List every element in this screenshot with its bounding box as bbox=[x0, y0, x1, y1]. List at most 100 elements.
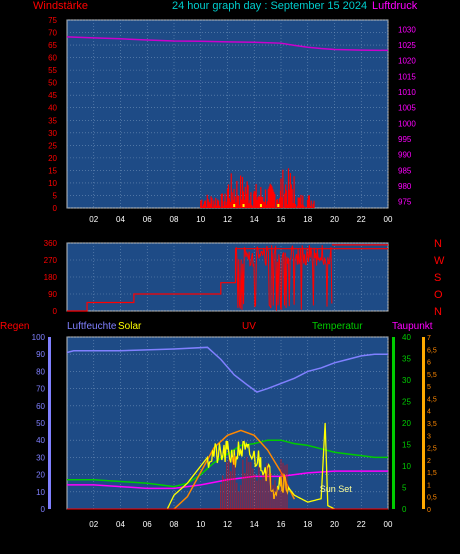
wind-x-tick: 22 bbox=[357, 215, 366, 224]
pressure-line bbox=[66, 36, 389, 52]
pressure-y-tick: 980 bbox=[398, 182, 412, 191]
wind-y-tick: 45 bbox=[48, 91, 57, 100]
wind-x-tick: 20 bbox=[330, 215, 339, 224]
pressure-y-tick: 990 bbox=[398, 151, 412, 160]
sunset-label: Sun Set bbox=[320, 484, 353, 494]
pressure-y-tick: 975 bbox=[398, 198, 412, 207]
wind-y-tick: 20 bbox=[48, 154, 57, 163]
multi-top-label: Luftfeuchte bbox=[67, 321, 117, 332]
direction-y-tick: 360 bbox=[44, 239, 58, 248]
dewpoint-y-tick: 4,5 bbox=[427, 396, 437, 403]
direction-y-tick: 270 bbox=[44, 256, 58, 265]
temp-y-tick: 5 bbox=[402, 484, 407, 493]
wind-x-tick: 16 bbox=[277, 215, 286, 224]
gust-mark bbox=[242, 204, 245, 207]
wind-y-tick: 65 bbox=[48, 41, 57, 50]
temp-axis-bar bbox=[392, 337, 395, 509]
direction-compass-label: N bbox=[434, 238, 442, 250]
multi-x-tick: 16 bbox=[277, 520, 286, 529]
pressure-y-tick: 1025 bbox=[398, 41, 416, 50]
uv-line bbox=[173, 429, 296, 510]
direction-line bbox=[235, 244, 333, 311]
temp-y-tick: 35 bbox=[402, 355, 411, 364]
temp-y-tick: 10 bbox=[402, 462, 411, 471]
temp-y-tick: 30 bbox=[402, 376, 411, 385]
dewpoint-y-tick: 4 bbox=[427, 409, 431, 416]
header-right-label: Luftdruck bbox=[372, 0, 418, 12]
wind-x-tick: 06 bbox=[143, 215, 152, 224]
dewpoint-y-tick: 7 bbox=[427, 335, 431, 342]
temp-y-tick: 0 bbox=[402, 505, 407, 514]
wind-x-tick: 02 bbox=[89, 215, 98, 224]
gust-mark bbox=[233, 204, 236, 207]
wind-x-tick: 10 bbox=[196, 215, 205, 224]
direction-baseline bbox=[67, 248, 388, 312]
temp-y-tick: 20 bbox=[402, 419, 411, 428]
direction-compass-label: S bbox=[434, 272, 441, 284]
wind-x-tick: 08 bbox=[170, 215, 179, 224]
multi-x-tick: 06 bbox=[143, 520, 152, 529]
humidity-y-tick: 40 bbox=[36, 436, 45, 445]
pressure-y-tick: 1020 bbox=[398, 57, 416, 66]
wind-y-tick: 10 bbox=[48, 179, 57, 188]
pressure-y-tick: 995 bbox=[398, 135, 412, 144]
dewpoint-y-tick: 5,5 bbox=[427, 372, 437, 379]
humidity-y-tick: 10 bbox=[36, 488, 45, 497]
dewpoint-y-tick: 2,5 bbox=[427, 446, 437, 453]
dewpoint-y-tick: 1 bbox=[427, 482, 431, 489]
humidity-y-tick: 80 bbox=[36, 367, 45, 376]
wind-x-tick: 04 bbox=[116, 215, 125, 224]
direction-y-tick: 90 bbox=[48, 290, 57, 299]
dewpoint-y-tick: 6,5 bbox=[427, 347, 437, 354]
humidity-y-tick: 100 bbox=[32, 333, 46, 342]
dewpoint-y-tick: 0,5 bbox=[427, 495, 437, 502]
wind-y-tick: 55 bbox=[48, 66, 57, 75]
wind-y-tick: 30 bbox=[48, 129, 57, 138]
wind-y-tick: 35 bbox=[48, 116, 57, 125]
multi-top-label: Taupunkt bbox=[392, 321, 433, 332]
humidity-y-tick: 30 bbox=[36, 453, 45, 462]
dewpoint-y-tick: 5 bbox=[427, 384, 431, 391]
wind-x-tick: 00 bbox=[384, 215, 393, 224]
multi-top-label: Regen bbox=[0, 321, 29, 332]
direction-y-tick: 0 bbox=[53, 307, 58, 316]
dewpoint-y-tick: 2 bbox=[427, 458, 431, 465]
temp-y-tick: 25 bbox=[402, 398, 411, 407]
temp-y-tick: 15 bbox=[402, 441, 411, 450]
humidity-y-tick: 60 bbox=[36, 402, 45, 411]
humidity-y-tick: 90 bbox=[36, 350, 45, 359]
multi-x-tick: 20 bbox=[330, 520, 339, 529]
pressure-y-tick: 985 bbox=[398, 166, 412, 175]
direction-compass-label: W bbox=[434, 255, 445, 267]
multi-x-tick: 10 bbox=[196, 520, 205, 529]
solar-line bbox=[166, 422, 335, 510]
wind-y-tick: 25 bbox=[48, 141, 57, 150]
dewpoint-y-tick: 3 bbox=[427, 433, 431, 440]
wind-y-tick: 75 bbox=[48, 16, 57, 25]
humidity-axis-bar bbox=[48, 337, 51, 509]
multi-top-label: Solar bbox=[118, 321, 142, 332]
direction-compass-label: N bbox=[434, 306, 442, 318]
multi-x-tick: 18 bbox=[303, 520, 312, 529]
wind-y-tick: 0 bbox=[53, 204, 58, 213]
dewpoint-y-tick: 0 bbox=[427, 507, 431, 514]
pressure-y-tick: 1030 bbox=[398, 25, 416, 34]
dewpoint-axis-bar bbox=[422, 337, 425, 509]
multi-x-tick: 04 bbox=[116, 520, 125, 529]
humidity-y-tick: 20 bbox=[36, 471, 45, 480]
wind-y-tick: 60 bbox=[48, 54, 57, 63]
pressure-y-tick: 1000 bbox=[398, 119, 416, 128]
wind-y-tick: 50 bbox=[48, 79, 57, 88]
gust-mark bbox=[259, 204, 262, 207]
multi-x-tick: 00 bbox=[384, 520, 393, 529]
gust-mark bbox=[277, 204, 280, 207]
multi-x-tick: 08 bbox=[170, 520, 179, 529]
wind-y-tick: 40 bbox=[48, 104, 57, 113]
humidity-line bbox=[66, 346, 388, 393]
humidity-y-tick: 50 bbox=[36, 419, 45, 428]
pressure-y-tick: 1015 bbox=[398, 72, 416, 81]
header-left-label: Windstärke bbox=[33, 0, 89, 12]
humidity-y-tick: 70 bbox=[36, 385, 45, 394]
temp-y-tick: 40 bbox=[402, 333, 411, 342]
